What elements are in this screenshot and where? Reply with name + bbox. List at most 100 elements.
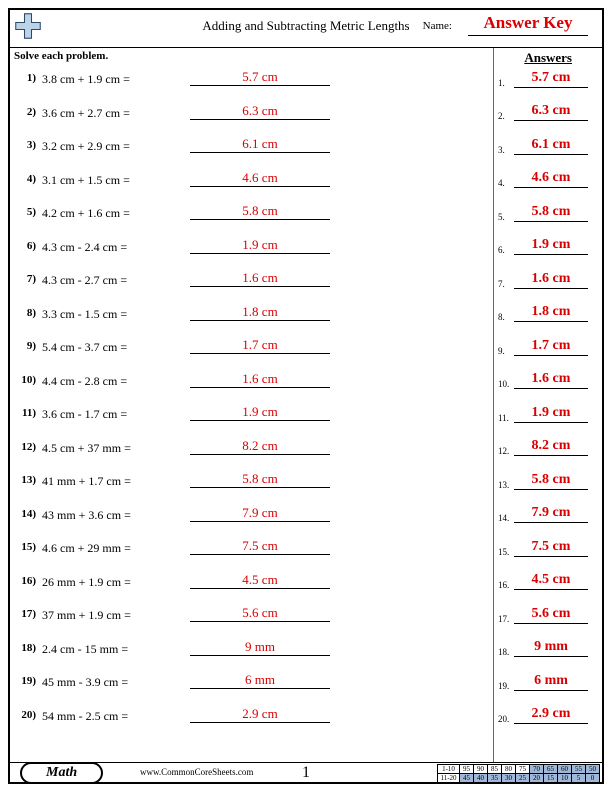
answer-number: 18. — [498, 647, 509, 657]
subject-pill: Math — [20, 762, 103, 784]
score-cell: 0 — [586, 774, 600, 783]
problem-answer-blank: 7.9 cm — [190, 502, 330, 522]
answer-row: 8.1.8 cm — [494, 301, 602, 335]
answer-row: 14.7.9 cm — [494, 502, 602, 536]
name-label: Name: — [423, 20, 452, 32]
answer-row: 15.7.5 cm — [494, 535, 602, 569]
problem-expression: 3.2 cm + 2.9 cm = — [42, 139, 130, 154]
answer-value: 1.6 cm — [514, 271, 588, 289]
answer-row: 16. 4.5 cm — [494, 569, 602, 603]
problem-row: 18)2.4 cm - 15 mm =9 mm — [10, 636, 490, 670]
problem-expression: 5.4 cm - 3.7 cm = — [42, 340, 127, 355]
problem-answer-blank: 9 mm — [190, 636, 330, 656]
answer-number: 13. — [498, 480, 509, 490]
problem-row: 5)4.2 cm + 1.6 cm =5.8 cm — [10, 200, 490, 234]
problem-answer-blank: 5.8 cm — [190, 200, 330, 220]
answer-value: 1.8 cm — [514, 304, 588, 322]
answer-number: 3. — [498, 145, 505, 155]
score-cell: 30 — [502, 774, 516, 783]
problem-number: 5) — [16, 206, 36, 218]
answer-value: 9 mm — [514, 639, 588, 657]
answer-value: 8.2 cm — [514, 438, 588, 456]
answer-row: 17. 5.6 cm — [494, 602, 602, 636]
problem-answer-blank: 2.9 cm — [190, 703, 330, 723]
problem-expression: 2.4 cm - 15 mm = — [42, 642, 128, 657]
answer-value: 4.5 cm — [514, 572, 588, 590]
problem-expression: 3.6 cm + 2.7 cm = — [42, 106, 130, 121]
problem-row: 13)41 mm + 1.7 cm =5.8 cm — [10, 468, 490, 502]
problems-column: 1) 3.8 cm + 1.9 cm = 5.7 cm 2) 3.6 cm + 2.7 … — [10, 66, 490, 736]
problem-number: 7) — [16, 273, 36, 285]
score-row-label: 1-10 — [438, 765, 460, 774]
problem-number: 1) — [16, 72, 36, 84]
problem-answer-blank: 4.6 cm — [190, 167, 330, 187]
problem-expression: 3.3 cm - 1.5 cm = — [42, 307, 127, 322]
answer-value: 1.9 cm — [514, 237, 588, 255]
problem-number: 2) — [16, 106, 36, 118]
problem-answer-blank: 1.9 cm — [190, 234, 330, 254]
answer-row: 19. 6 mm — [494, 669, 602, 703]
problem-number: 16) — [16, 575, 36, 587]
problem-row: 11)3.6 cm - 1.7 cm =1.9 cm — [10, 401, 490, 435]
problem-row: 20)54 mm - 2.5 cm =2.9 cm — [10, 703, 490, 737]
answer-row: 13.5.8 cm — [494, 468, 602, 502]
problem-number: 8) — [16, 307, 36, 319]
problem-number: 13) — [16, 474, 36, 486]
score-cell: 15 — [544, 774, 558, 783]
answer-number: 17. — [498, 614, 509, 624]
answer-row: 1.5.7 cm — [494, 66, 602, 100]
problem-expression: 37 mm + 1.9 cm = — [42, 608, 131, 623]
content-area: Solve each problem. Answers 1) 3.8 cm + 1… — [10, 48, 602, 762]
problem-row: 8)3.3 cm - 1.5 cm =1.8 cm — [10, 301, 490, 335]
score-cell: 20 — [530, 774, 544, 783]
score-cell: 90 — [474, 765, 488, 774]
problem-row: 4)3.1 cm + 1.5 cm =4.6 cm — [10, 167, 490, 201]
problem-expression: 3.1 cm + 1.5 cm = — [42, 173, 130, 188]
page-number: 1 — [302, 764, 310, 782]
problem-expression: 4.5 cm + 37 mm = — [42, 441, 131, 456]
problem-number: 19) — [16, 675, 36, 687]
problem-number: 11) — [16, 407, 36, 419]
problem-answer-blank: 1.6 cm — [190, 267, 330, 287]
problem-answer-blank: 6.1 cm — [190, 133, 330, 153]
score-cell: 70 — [530, 765, 544, 774]
answer-value: 6.3 cm — [514, 103, 588, 121]
answer-number: 9. — [498, 346, 505, 356]
answer-value: 7.5 cm — [514, 539, 588, 557]
footer: Math www.CommonCoreSheets.com 1 1-109590… — [10, 762, 602, 782]
problem-number: 6) — [16, 240, 36, 252]
answer-row: 11.1.9 cm — [494, 401, 602, 435]
answer-value: 4.6 cm — [514, 170, 588, 188]
answer-row: 4.4.6 cm — [494, 167, 602, 201]
problem-row: 7)4.3 cm - 2.7 cm =1.6 cm — [10, 267, 490, 301]
problem-row: 17)37 mm + 1.9 cm =5.6 cm — [10, 602, 490, 636]
problem-row: 12)4.5 cm + 37 mm =8.2 cm — [10, 435, 490, 469]
answers-heading: Answers — [524, 50, 572, 66]
problem-row: 6) 4.3 cm - 2.4 cm = 1.9 cm — [10, 234, 490, 268]
answer-number: 16. — [498, 580, 509, 590]
answer-value: 1.9 cm — [514, 405, 588, 423]
problem-answer-blank: 5.7 cm — [190, 66, 330, 86]
problem-expression: 3.8 cm + 1.9 cm = — [42, 72, 130, 87]
answer-value: 6 mm — [514, 673, 588, 691]
problem-expression: 4.3 cm - 2.4 cm = — [42, 240, 127, 255]
answer-number: 2. — [498, 111, 505, 121]
answer-number: 19. — [498, 681, 509, 691]
problem-expression: 3.6 cm - 1.7 cm = — [42, 407, 127, 422]
answer-row: 5.5.8 cm — [494, 200, 602, 234]
problem-number: 10) — [16, 374, 36, 386]
answer-number: 12. — [498, 446, 509, 456]
problem-answer-blank: 1.7 cm — [190, 334, 330, 354]
problem-number: 3) — [16, 139, 36, 151]
problem-row: 1) 3.8 cm + 1.9 cm = 5.7 cm — [10, 66, 490, 100]
answer-value: 5.6 cm — [514, 606, 588, 624]
answer-value: 2.9 cm — [514, 706, 588, 724]
problem-row: 9)5.4 cm - 3.7 cm =1.7 cm — [10, 334, 490, 368]
score-grid: 1-109590858075706560555011-2045403530252… — [437, 764, 600, 783]
score-cell: 75 — [516, 765, 530, 774]
answer-value: 5.8 cm — [514, 204, 588, 222]
instruction-text: Solve each problem. — [14, 50, 108, 62]
answer-row: 20.2.9 cm — [494, 703, 602, 737]
name-value: Answer Key — [468, 13, 588, 36]
problem-answer-blank: 4.5 cm — [190, 569, 330, 589]
